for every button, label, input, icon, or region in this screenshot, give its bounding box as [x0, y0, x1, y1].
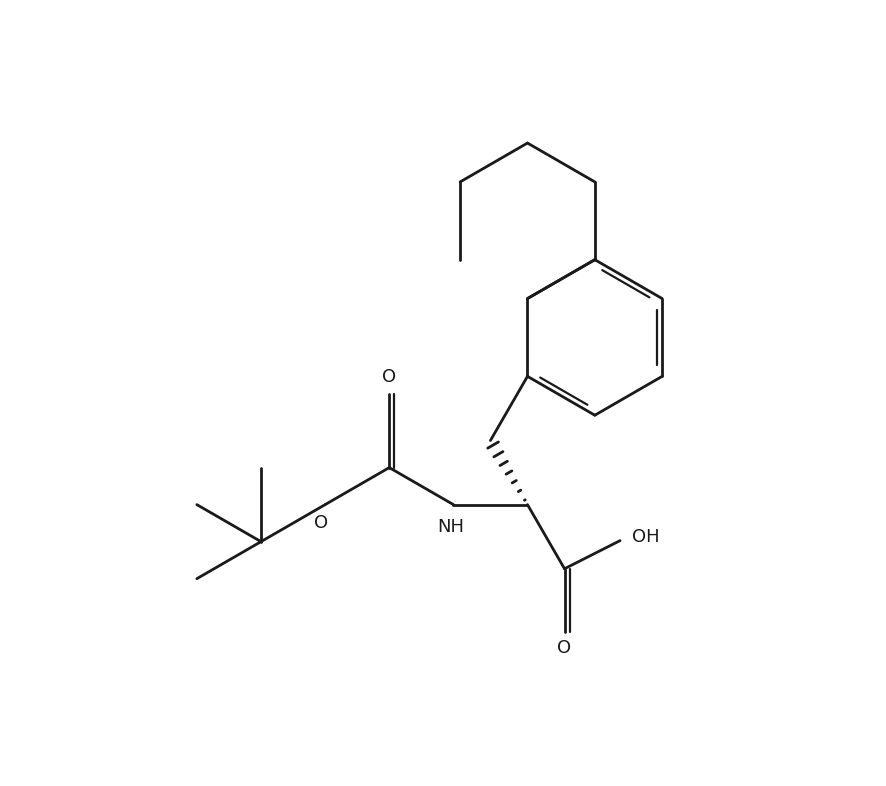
Text: O: O [315, 514, 329, 532]
Text: OH: OH [633, 528, 660, 546]
Text: O: O [557, 639, 571, 657]
Text: NH: NH [438, 518, 464, 536]
Text: O: O [382, 368, 396, 386]
